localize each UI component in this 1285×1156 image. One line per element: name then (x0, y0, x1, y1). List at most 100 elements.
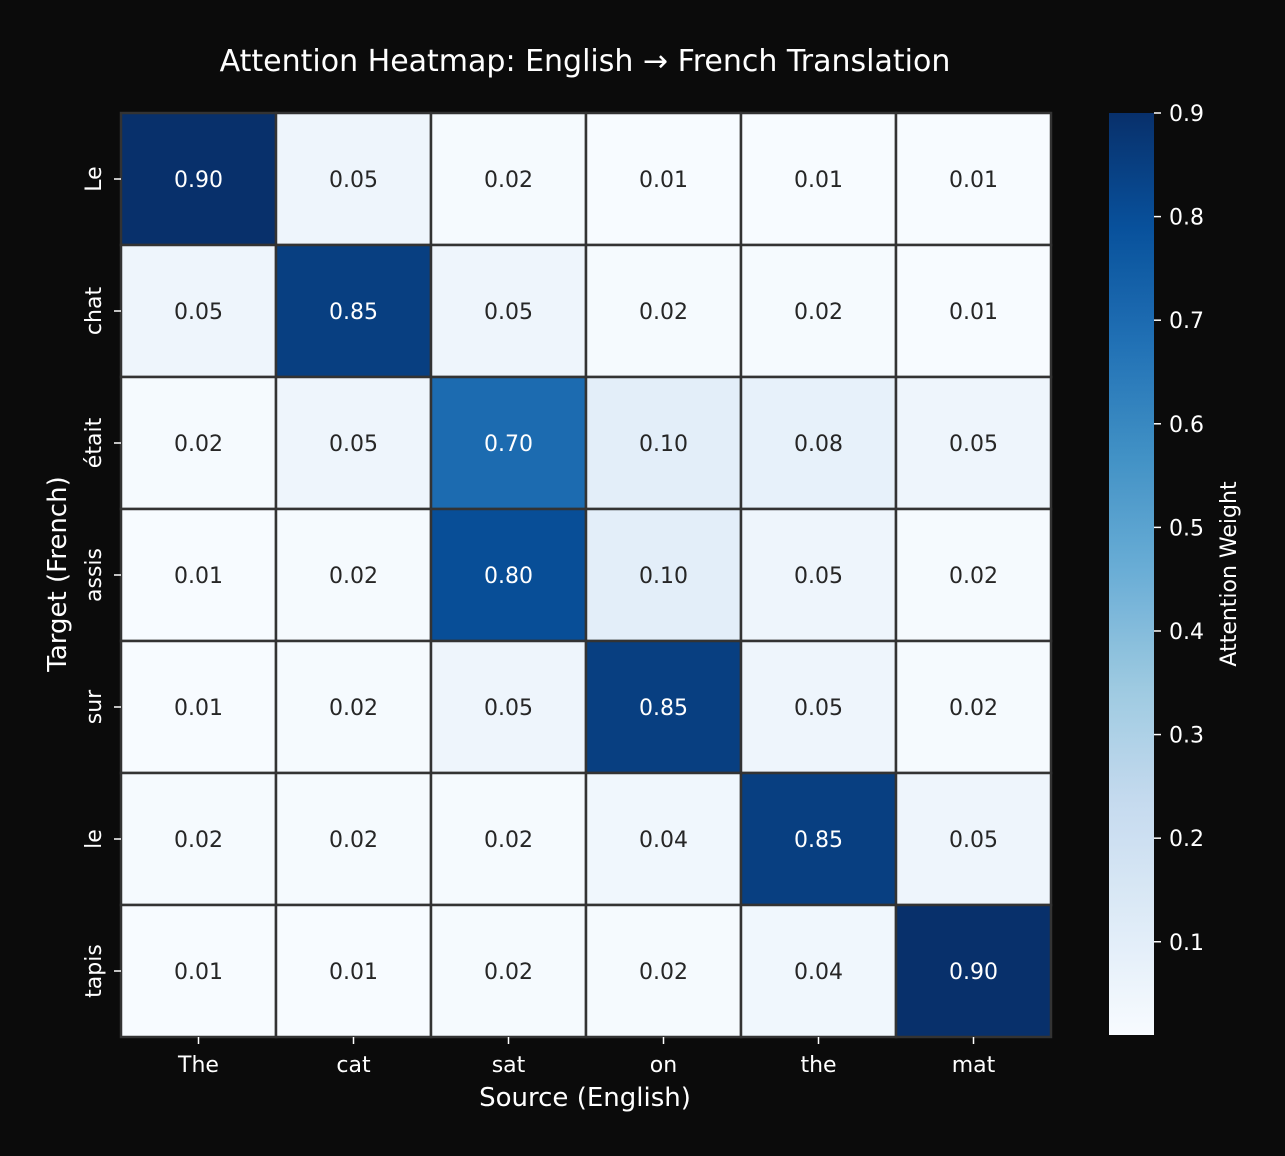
y-tick-label: assis (82, 548, 107, 602)
cell-value-label: 0.01 (174, 696, 223, 721)
colorbar-tick-label: 0.8 (1169, 206, 1204, 231)
cell-value-label: 0.01 (329, 960, 378, 985)
cell-value-label: 0.02 (639, 300, 688, 325)
colorbar-tick-label: 0.2 (1169, 827, 1204, 852)
heatmap-cell (894, 639, 1053, 775)
cell-value-label: 0.05 (484, 696, 533, 721)
heatmap-cell (429, 111, 588, 247)
colorbar-gradient (1109, 113, 1154, 1035)
colorbar-tick-label: 0.7 (1169, 309, 1204, 334)
y-tick-label: Le (82, 166, 107, 191)
heatmap-cell (584, 507, 743, 643)
heatmap-cell (119, 111, 278, 247)
heatmap-cell (429, 903, 588, 1039)
y-axis-label: Target (French) (43, 476, 73, 672)
cell-value-label: 0.02 (484, 828, 533, 853)
cell-value-label: 0.90 (949, 960, 998, 985)
x-tick-label: the (800, 1053, 836, 1078)
colorbar-label: Attention Weight (1217, 481, 1242, 667)
cell-value-label: 0.05 (329, 432, 378, 457)
y-tick-label: tapis (82, 944, 107, 998)
cell-value-label: 0.80 (484, 564, 533, 589)
heatmap-cell (274, 111, 433, 247)
heatmap-cell (119, 639, 278, 775)
heatmap-cell (894, 507, 1053, 643)
cell-value-label: 0.02 (794, 300, 843, 325)
y-tick-label: sur (82, 689, 107, 724)
cell-value-label: 0.02 (329, 828, 378, 853)
cell-value-label: 0.01 (794, 168, 843, 193)
cell-value-label: 0.02 (174, 828, 223, 853)
cell-value-label: 0.85 (639, 696, 688, 721)
heatmap-cell (584, 243, 743, 379)
heatmap-cell (894, 771, 1053, 907)
x-tick-label: The (177, 1053, 219, 1078)
heatmap-grid: 0.90 0.05 0.02 0.01 0.01 0.01 0.05 0.85 0.05 0.02… (119, 111, 1053, 1039)
colorbar-tick-label: 0.9 (1169, 102, 1204, 127)
colorbar-tick-label: 0.3 (1169, 724, 1204, 749)
cell-value-label: 0.85 (329, 300, 378, 325)
cell-value-label: 0.90 (174, 168, 223, 193)
cell-value-label: 0.02 (329, 696, 378, 721)
heatmap-cell (429, 507, 588, 643)
cell-value-label: 0.70 (484, 432, 533, 457)
colorbar-tick-label: 0.6 (1169, 413, 1204, 438)
heatmap-cell (584, 903, 743, 1039)
cell-value-label: 0.01 (949, 300, 998, 325)
heatmap-cell (894, 375, 1053, 511)
heatmap-cell (739, 375, 898, 511)
heatmap-cell (274, 243, 433, 379)
cell-value-label: 0.05 (949, 432, 998, 457)
cell-value-label: 0.05 (794, 696, 843, 721)
heatmap-cell (894, 111, 1053, 247)
cell-value-label: 0.05 (174, 300, 223, 325)
colorbar: 0.1 0.2 0.3 0.4 0.5 0.6 0.7 0.8 0.9 Attention We… (1109, 102, 1242, 1035)
heatmap-cell (119, 771, 278, 907)
heatmap-cell (429, 639, 588, 775)
chart-title: Attention Heatmap: English → French Tran… (220, 44, 951, 79)
x-tick-label: on (650, 1053, 677, 1078)
cell-value-label: 0.10 (639, 432, 688, 457)
cell-value-label: 0.02 (949, 696, 998, 721)
cell-value-label: 0.02 (484, 168, 533, 193)
x-tick-label: mat (952, 1053, 996, 1078)
cell-value-label: 0.10 (639, 564, 688, 589)
colorbar-ticks: 0.1 0.2 0.3 0.4 0.5 0.6 0.7 0.8 0.9 (1154, 102, 1204, 956)
y-axis: Le chat était assis sur le tapis (82, 166, 121, 998)
cell-value-label: 0.05 (484, 300, 533, 325)
x-axis-label: Source (English) (479, 1083, 691, 1113)
cell-value-label: 0.02 (329, 564, 378, 589)
cell-value-label: 0.05 (329, 168, 378, 193)
cell-value-label: 0.02 (639, 960, 688, 985)
colorbar-tick-label: 0.4 (1169, 620, 1204, 645)
x-tick-label: sat (492, 1053, 526, 1078)
colorbar-tick-label: 0.1 (1169, 931, 1204, 956)
heatmap-cell (739, 639, 898, 775)
heatmap-cell (584, 639, 743, 775)
heatmap-cell (274, 507, 433, 643)
cell-value-label: 0.02 (949, 564, 998, 589)
heatmap-cell (584, 375, 743, 511)
heatmap-cell (894, 903, 1053, 1039)
cell-value-label: 0.01 (949, 168, 998, 193)
x-tick-label: cat (336, 1053, 371, 1078)
heatmap-cell (119, 903, 278, 1039)
cell-value-label: 0.01 (174, 564, 223, 589)
cell-value-label: 0.05 (949, 828, 998, 853)
heatmap-cell (119, 507, 278, 643)
y-tick-label: le (82, 829, 107, 849)
cell-value-label: 0.08 (794, 432, 843, 457)
cell-value-label: 0.04 (794, 960, 843, 985)
cell-value-label: 0.01 (639, 168, 688, 193)
cell-value-label: 0.01 (174, 960, 223, 985)
colorbar-tick-label: 0.5 (1169, 516, 1204, 541)
x-axis: The cat sat on the mat (177, 1037, 996, 1078)
cell-value-label: 0.02 (174, 432, 223, 457)
heatmap-cell (739, 507, 898, 643)
y-tick-label: était (82, 417, 107, 468)
y-tick-label: chat (82, 287, 107, 336)
cell-value-label: 0.85 (794, 828, 843, 853)
heatmap-cell (894, 243, 1053, 379)
cell-value-label: 0.02 (484, 960, 533, 985)
